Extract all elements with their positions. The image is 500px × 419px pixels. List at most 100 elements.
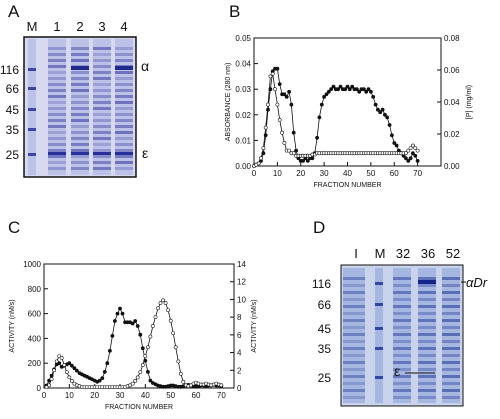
- chartC-series-1-point: [133, 378, 138, 383]
- chartC-series-0-point: [130, 321, 135, 326]
- gel-a-marker-label-1: 66: [6, 82, 20, 96]
- gel-d-band: [343, 361, 365, 364]
- gel-d-band: [393, 333, 411, 336]
- gel-d-band: [343, 347, 365, 350]
- chartC-series-1-point: [130, 381, 135, 386]
- gel-a-marker-band-1: [28, 87, 36, 90]
- gel-a-epsilon-band-1: [48, 152, 66, 155]
- chartC-x-tick-label-7: 70: [217, 391, 226, 400]
- gel-a-band: [115, 161, 133, 164]
- gel-a-band: [93, 95, 111, 98]
- gel-a-band: [48, 71, 66, 74]
- gel-a-band: [71, 149, 89, 152]
- gel-d-band: [343, 284, 365, 287]
- chartC-y2-axis-label: ACTIVITY (nM/s): [251, 299, 258, 352]
- gel-a-band: [71, 47, 89, 50]
- gel-d-marker-band-0: [375, 282, 383, 285]
- gel-d-band: [418, 291, 436, 294]
- gel-a-band: [115, 125, 133, 128]
- chartC-series-1-point: [135, 375, 140, 380]
- gel-a-band: [48, 77, 66, 80]
- gel-a-band: [93, 155, 111, 158]
- chartC-series-0-point: [133, 319, 138, 323]
- gel-a-lane-label-1: 1: [53, 19, 60, 34]
- chartB-series-0-point: [326, 89, 331, 94]
- gel-d-band: [393, 298, 411, 301]
- chartC-series-1-point: [143, 354, 148, 359]
- chartB-x-axis-label: FRACTION NUMBER: [313, 182, 381, 189]
- chartB-series-0-point: [382, 112, 387, 117]
- chartC-y2-tick-label-0: 0: [237, 384, 242, 393]
- chartC-x-tick-label-4: 40: [141, 391, 150, 400]
- gel-a-marker-label-2: 45: [6, 103, 20, 117]
- gel-a-epsilon-band-3: [93, 152, 111, 155]
- gel-a-band: [71, 107, 89, 110]
- chartC-series-1-point: [176, 359, 181, 364]
- chartB-series-1-point: [270, 71, 275, 76]
- chartC-series-1-point: [57, 354, 62, 359]
- chartC-x-tick-label-2: 20: [90, 391, 99, 400]
- gel-a-band: [71, 155, 89, 158]
- chartC-series-0-point: [100, 376, 105, 381]
- chartB-series-0-point: [385, 115, 390, 120]
- chartB-series-0-point: [291, 130, 296, 135]
- chartC-series-0-point: [57, 361, 62, 366]
- gel-a-band: [115, 167, 133, 170]
- gel-d-band: [418, 382, 436, 385]
- gel-a-band: [115, 119, 133, 122]
- chartB-series-0-point: [413, 153, 418, 158]
- gel-a-band: [48, 149, 66, 152]
- gel-a-lane-0: [28, 39, 36, 175]
- gel-a-band: [48, 143, 66, 146]
- gel-a-band: [115, 71, 133, 74]
- gel-d-band: [393, 368, 411, 371]
- gel-a-band: [71, 167, 89, 170]
- gel-d-band: [343, 389, 365, 392]
- gel-d-band: [393, 361, 411, 364]
- gel-d-frame: [340, 264, 464, 407]
- chartC-series-1-point: [138, 370, 143, 375]
- gel-a-marker-band-3: [28, 128, 36, 131]
- gel-a-band: [48, 119, 66, 122]
- chartC-series-1-point: [47, 383, 52, 388]
- gel-a-band: [71, 77, 89, 80]
- chartB-y2-tick-label-0: 0.00: [444, 162, 460, 171]
- gel-d-band: [393, 277, 411, 280]
- chartB-series-1-point: [282, 141, 287, 145]
- gel-d-band: [393, 326, 411, 329]
- chartC-series-1-point: [140, 363, 145, 367]
- chartB-series-1-point: [263, 125, 268, 130]
- gel-a-band: [115, 143, 133, 146]
- gel-d-marker-label-1: 66: [318, 298, 332, 312]
- gel-d-band: [442, 340, 460, 343]
- gel-a-band: [93, 137, 111, 140]
- gel-a-epsilon-band-2: [71, 152, 89, 155]
- gel-d-band: [393, 382, 411, 385]
- gel-d-band: [442, 326, 460, 329]
- chartB-series-0-point: [361, 87, 366, 92]
- gel-a-band: [115, 83, 133, 86]
- gel-d-band: [343, 382, 365, 385]
- chartC-y2-tick-label-5: 10: [237, 295, 246, 304]
- chartB-y-tick-label-0: 0.00: [235, 162, 251, 171]
- chartB-series-0-point: [329, 87, 334, 92]
- chartC-y-tick-label-0: 0: [37, 384, 42, 393]
- chartB-series-0-point: [289, 102, 294, 107]
- chartB-series-0-point: [317, 115, 322, 120]
- chartC-series-1-point: [181, 379, 186, 384]
- gel-a-band: [93, 77, 111, 80]
- chartC-series-1-point: [145, 345, 150, 350]
- gel-d-marker-label-4: 25: [318, 371, 332, 385]
- gel-d-band: [442, 284, 460, 287]
- chartC-series-0-point: [148, 378, 153, 383]
- gel-d-band: [418, 305, 436, 308]
- chartB-y2-tick-label-2: 0.04: [444, 98, 460, 107]
- chartC-series-0-point: [105, 361, 110, 366]
- chartC-y2-tick-label-1: 2: [237, 366, 242, 375]
- gel-d-alpha-label: αDr: [466, 275, 488, 290]
- gel-d-lane-label-2: 32: [396, 246, 410, 261]
- chartB-series-0-point: [343, 87, 348, 92]
- gel-a-band: [93, 71, 111, 74]
- chartC-series-1-point: [54, 359, 59, 364]
